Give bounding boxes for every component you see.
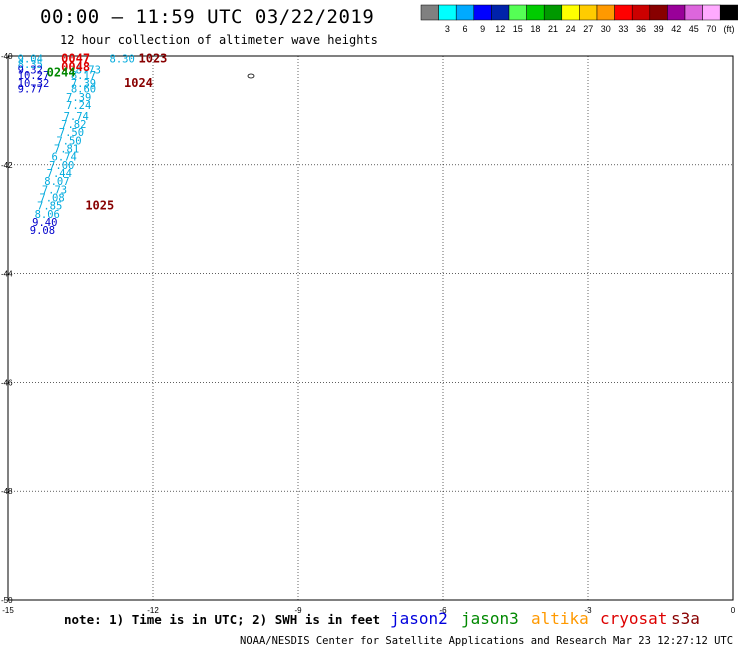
legend-label: 33 <box>618 24 628 34</box>
pass-time-label: 0048 <box>61 60 90 74</box>
legend-label: 12 <box>495 24 505 34</box>
wave-height-label: 8.73 <box>76 65 101 77</box>
wave-height-label: 8.35 <box>18 59 43 71</box>
wave-height-label: 9.08 <box>30 225 55 237</box>
legend-label: 42 <box>671 24 681 34</box>
pass-time-label: 1025 <box>85 199 114 213</box>
x-tick-label: -6 <box>439 606 447 615</box>
wave-height-label: 9.77 <box>18 84 43 96</box>
y-tick-label: -40 <box>1 52 13 61</box>
legend-label: 9 <box>480 24 485 34</box>
satellite-s3a-label: s3a <box>671 609 700 628</box>
wave-height-label: 7.00 <box>49 160 74 172</box>
legend-label: 70 <box>706 24 716 34</box>
map-frame <box>7 55 734 601</box>
wave-height-label: 7.50 <box>56 135 81 147</box>
color-scale-legend: 3 6 9 12 15 18 21 24 27 30 33 36 39 42 45 70 (ft) <box>420 4 738 34</box>
wave-height-label: 7.24 <box>66 100 91 112</box>
wave-height-label: 9.04 <box>18 54 43 66</box>
wave-height-label: 7.50 <box>59 127 84 139</box>
wave-height-label: 7.85 <box>37 201 62 213</box>
wave-height-label: 8.06 <box>35 209 60 221</box>
wave-height-label: 9.40 <box>32 217 57 229</box>
satellite-jason3-label: jason3 <box>461 609 519 628</box>
legend-label: 18 <box>530 24 540 34</box>
wave-height-label: 7.39 <box>71 78 96 90</box>
x-tick-label: -9 <box>294 606 302 615</box>
legend-label: 45 <box>689 24 699 34</box>
wave-height-label: 10.32 <box>18 78 50 90</box>
legend-label: 15 <box>513 24 523 34</box>
wave-height-label: 6.74 <box>52 152 77 164</box>
credit-line: NOAA/NESDIS Center for Satellite Applica… <box>240 635 740 647</box>
y-tick-label: -46 <box>1 378 13 387</box>
x-tick-label: -15 <box>2 606 14 615</box>
wave-height-label: 7.73 <box>42 184 67 196</box>
pass-time-label: 0047 <box>61 52 90 66</box>
x-tick-label: -12 <box>147 606 159 615</box>
footnote: note: 1) Time is in UTC; 2) SWH is in fe… <box>64 612 381 627</box>
legend-label: 24 <box>566 24 576 34</box>
legend-label: 39 <box>654 24 664 34</box>
wave-height-label: 7.82 <box>61 119 86 131</box>
wave-height-label: 7.08 <box>39 192 64 204</box>
wave-height-label: 7.81 <box>54 143 79 155</box>
legend-swatch <box>719 4 738 21</box>
legend-label: 36 <box>636 24 646 34</box>
legend-label: 6 <box>462 24 467 34</box>
satellite-cryosat-label: cryosat <box>600 609 668 628</box>
wave-height-label: 7.39 <box>66 92 91 104</box>
wave-height-label: 9.32 <box>18 65 43 77</box>
legend-label: 3 <box>445 24 450 34</box>
map-title: 00:00 – 11:59 UTC 03/22/2019 <box>40 6 375 28</box>
map-subtitle: 12 hour collection of altimeter wave hei… <box>60 33 378 47</box>
wave-height-label: 8.07 <box>44 176 69 188</box>
pass-time-label: 1023 <box>139 52 168 66</box>
legend-label: 27 <box>583 24 593 34</box>
legend-label: (ft) <box>724 24 735 34</box>
wave-height-label: 8.30 <box>110 54 135 66</box>
pass-time-label: 1024 <box>124 76 153 90</box>
x-tick-label: 0 <box>731 606 736 615</box>
satellite-jason2-label: jason2 <box>390 609 448 628</box>
wave-height-label: 8.60 <box>71 84 96 96</box>
wave-height-label: 7.44 <box>47 168 72 180</box>
satellite-altika-label: altika <box>531 609 589 628</box>
x-tick-label: -3 <box>584 606 592 615</box>
y-tick-label: -42 <box>1 161 13 170</box>
wave-height-label: 7.74 <box>64 111 89 123</box>
island-outline <box>247 73 255 79</box>
y-tick-label: -44 <box>1 270 13 279</box>
wave-height-label: 10.27 <box>18 70 50 82</box>
wave-height-label: 8.17 <box>71 70 96 82</box>
pass-time-label: 0244 <box>47 65 76 79</box>
y-tick-label: -48 <box>1 487 13 496</box>
legend-label: 30 <box>601 24 611 34</box>
y-tick-label: -50 <box>1 596 13 605</box>
legend-label: 21 <box>548 24 558 34</box>
